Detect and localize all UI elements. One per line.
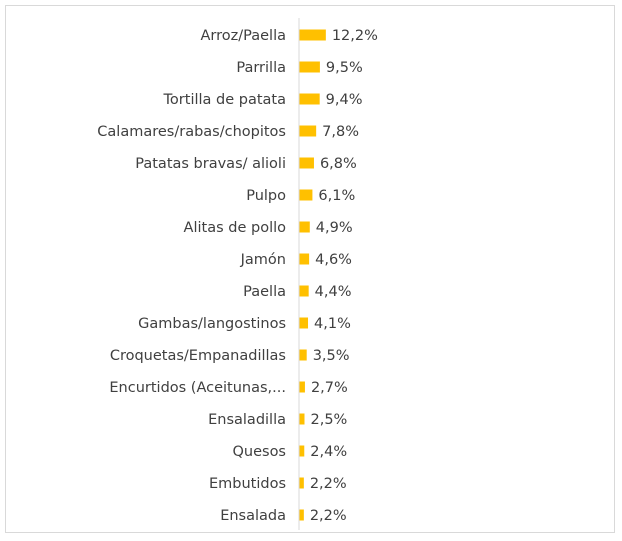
category-label: Tortilla de patata <box>163 92 286 108</box>
bar <box>299 445 305 457</box>
value-label: 4,4% <box>315 284 352 300</box>
value-label: 2,2% <box>310 476 347 492</box>
value-label: 9,4% <box>326 92 363 108</box>
bar <box>299 125 317 137</box>
value-label: 4,6% <box>315 252 352 268</box>
bar <box>299 61 320 73</box>
category-label: Embutidos <box>209 476 286 492</box>
category-label: Pulpo <box>246 188 286 204</box>
bar <box>299 157 314 169</box>
category-label: Arroz/Paella <box>201 28 286 44</box>
bar <box>299 413 305 425</box>
category-label: Patatas bravas/ alioli <box>135 156 286 172</box>
bar <box>299 29 326 41</box>
category-label: Croquetas/Empanadillas <box>110 348 286 364</box>
bar <box>299 93 320 105</box>
bar <box>299 189 313 201</box>
category-label: Gambas/langostinos <box>138 316 286 332</box>
value-label: 12,2% <box>332 28 378 44</box>
category-label: Encurtidos (Aceitunas,... <box>109 380 286 396</box>
bar <box>299 221 310 233</box>
category-label: Ensalada <box>220 508 286 524</box>
category-label: Ensaladilla <box>208 412 286 428</box>
value-label: 4,1% <box>314 316 351 332</box>
value-label: 3,5% <box>313 348 350 364</box>
value-label: 2,7% <box>311 380 348 396</box>
value-label: 2,2% <box>310 508 347 524</box>
chart-frame <box>5 5 615 533</box>
labels-layer: Arroz/Paella 12,2% Parrilla 9,5% Tortilla de… <box>97 28 378 524</box>
value-label: 2,5% <box>311 412 348 428</box>
category-label: Alitas de pollo <box>184 220 287 236</box>
bar <box>299 285 309 297</box>
bars-layer <box>299 29 326 521</box>
bar <box>299 349 307 361</box>
bar <box>299 317 309 329</box>
category-label: Paella <box>243 284 286 300</box>
value-label: 6,8% <box>320 156 357 172</box>
bar <box>299 509 304 521</box>
bar <box>299 477 304 489</box>
category-label: Quesos <box>232 444 286 460</box>
category-label: Parrilla <box>236 60 286 76</box>
value-label: 7,8% <box>322 124 359 140</box>
category-label: Jamón <box>240 252 286 268</box>
value-label: 4,9% <box>316 220 353 236</box>
bar <box>299 253 310 265</box>
value-label: 6,1% <box>318 188 355 204</box>
value-label: 2,4% <box>310 444 347 460</box>
bar <box>299 381 305 393</box>
category-label: Calamares/rabas/chopitos <box>97 124 286 140</box>
value-label: 9,5% <box>326 60 363 76</box>
